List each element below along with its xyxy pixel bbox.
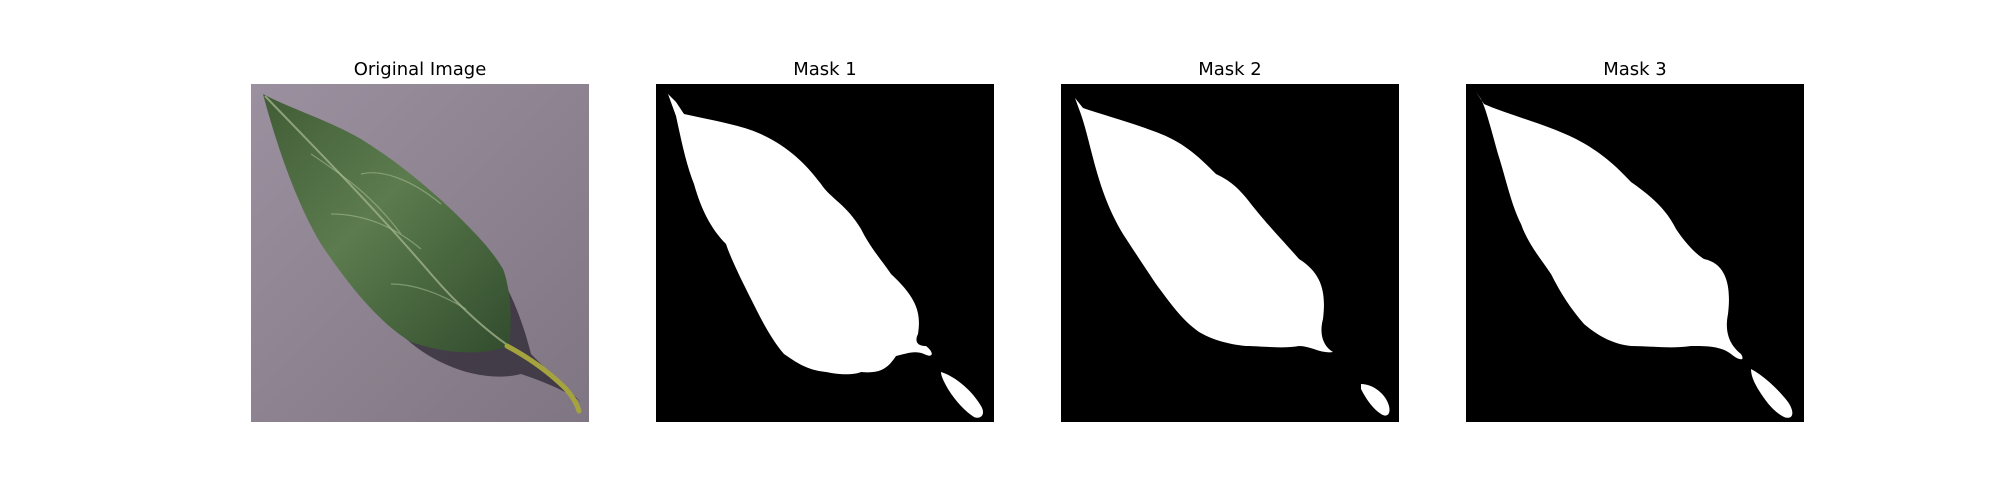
- original-image: [251, 84, 589, 422]
- mask-2-image: [1061, 84, 1399, 422]
- panel-title-mask-3: Mask 3: [1603, 59, 1667, 80]
- leaf-midrib: [264, 95, 510, 347]
- mask-2-canvas: [1061, 84, 1399, 422]
- leaf-veins: [310, 153, 467, 310]
- mask-1-region-main: [668, 94, 932, 375]
- panel-title-mask-1: Mask 1: [793, 59, 857, 80]
- mask-2-region-main: [1075, 98, 1333, 353]
- mask-1-image: [656, 84, 994, 422]
- mask-1-canvas: [656, 84, 994, 422]
- panel-title-original: Original Image: [353, 59, 487, 80]
- panel-title-mask-2: Mask 2: [1198, 59, 1262, 80]
- mask-1-region-stem: [941, 372, 984, 418]
- leaf-stem: [504, 343, 582, 414]
- mask-3-image: [1466, 84, 1804, 422]
- mask-2-region-stem: [1361, 384, 1390, 416]
- photo-grain: [251, 84, 589, 422]
- leaf-photo: [251, 84, 589, 422]
- mask-3-region-main: [1476, 92, 1743, 360]
- mask-3-canvas: [1466, 84, 1804, 422]
- mask-3-region-stem: [1751, 369, 1793, 418]
